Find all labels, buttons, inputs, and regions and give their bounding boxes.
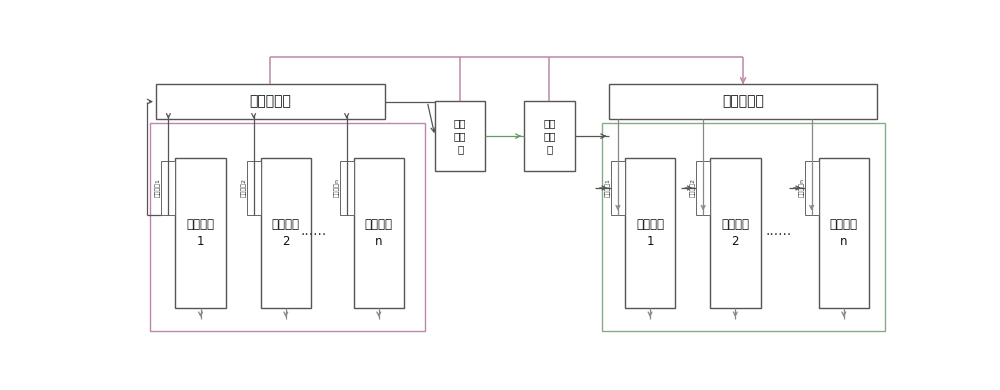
Text: 耦合通道n: 耦合通道n bbox=[334, 179, 339, 197]
Bar bbox=[805, 161, 819, 215]
Bar bbox=[602, 123, 885, 331]
Text: 耦合通道2: 耦合通道2 bbox=[241, 179, 246, 197]
Text: 耦合通道n: 耦合通道n bbox=[799, 179, 804, 197]
Bar bbox=[611, 161, 625, 215]
Bar bbox=[625, 158, 675, 308]
Text: 多路
功分
器: 多路 功分 器 bbox=[454, 118, 466, 154]
Text: 多路功分器: 多路功分器 bbox=[722, 95, 764, 108]
Text: ......: ...... bbox=[765, 225, 791, 238]
Bar bbox=[156, 84, 385, 119]
Text: 接收通道
n: 接收通道 n bbox=[830, 218, 858, 248]
Bar bbox=[609, 84, 877, 119]
Bar bbox=[161, 161, 175, 215]
Text: 发射通道
1: 发射通道 1 bbox=[187, 218, 215, 248]
Bar bbox=[354, 158, 404, 308]
Text: ......: ...... bbox=[300, 225, 326, 238]
Bar bbox=[524, 101, 574, 172]
Bar bbox=[710, 158, 761, 308]
Text: 接收通道
1: 接收通道 1 bbox=[636, 218, 664, 248]
Text: 耦合通道2: 耦合通道2 bbox=[690, 179, 696, 197]
Text: 耦合通道1: 耦合通道1 bbox=[605, 179, 611, 197]
Bar bbox=[340, 161, 354, 215]
Bar bbox=[819, 158, 869, 308]
Text: 发射通道
n: 发射通道 n bbox=[365, 218, 393, 248]
Text: 多路功分器: 多路功分器 bbox=[249, 95, 291, 108]
Text: 发射通道
2: 发射通道 2 bbox=[272, 218, 300, 248]
Bar bbox=[175, 158, 226, 308]
Text: 耦合通道1: 耦合通道1 bbox=[156, 179, 161, 197]
Bar bbox=[261, 158, 311, 308]
Text: 多路
功分
器: 多路 功分 器 bbox=[543, 118, 556, 154]
Text: 接收通道
2: 接收通道 2 bbox=[721, 218, 749, 248]
Bar bbox=[696, 161, 710, 215]
Bar bbox=[150, 123, 425, 331]
Bar bbox=[435, 101, 485, 172]
Bar bbox=[247, 161, 261, 215]
